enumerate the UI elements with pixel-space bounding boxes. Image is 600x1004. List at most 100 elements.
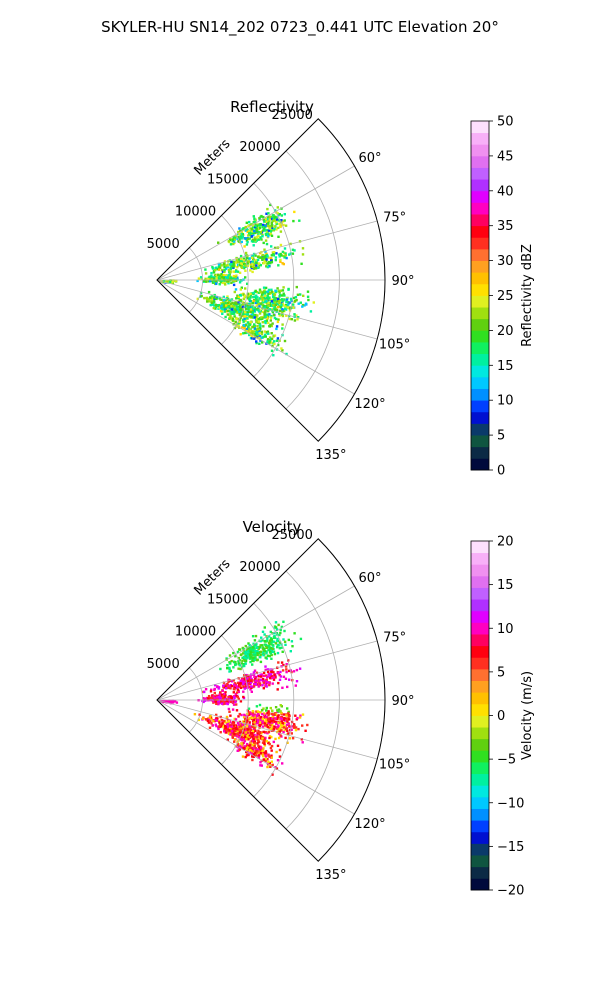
data-pixel: [267, 288, 271, 292]
data-pixel: [264, 315, 267, 318]
data-pixel: [253, 721, 256, 724]
range-tick-label: 25000: [272, 528, 313, 543]
data-pixel: [276, 709, 279, 712]
data-pixel: [249, 294, 252, 297]
data-pixel: [264, 309, 267, 312]
data-pixel: [302, 294, 305, 297]
data-pixel: [239, 316, 242, 320]
data-pixel: [222, 262, 226, 265]
data-pixel: [274, 717, 277, 720]
data-pixel: [223, 702, 226, 705]
data-pixel: [247, 718, 251, 721]
data-pixel: [274, 221, 278, 224]
data-pixel: [251, 679, 254, 682]
data-pixel: [282, 309, 285, 313]
data-pixel: [209, 303, 212, 307]
data-pixel: [261, 235, 264, 238]
data-pixel: [265, 652, 268, 655]
data-pixel: [253, 717, 257, 720]
data-pixel: [250, 231, 253, 234]
data-pixel: [253, 647, 256, 650]
colorbar-swatch: [471, 214, 489, 227]
data-pixel: [283, 339, 287, 343]
data-pixel: [258, 224, 261, 227]
data-pixel: [265, 706, 268, 710]
data-pixel: [238, 271, 242, 274]
data-pixel: [241, 312, 245, 316]
data-pixel: [250, 690, 253, 693]
data-pixel: [269, 673, 273, 676]
data-pixel: [273, 227, 276, 231]
data-pixel: [285, 668, 288, 671]
data-pixel: [259, 639, 262, 643]
data-pixel: [267, 297, 270, 301]
data-pixel: [259, 656, 262, 659]
data-pixel: [258, 305, 261, 308]
data-pixel: [249, 749, 252, 752]
data-pixel: [240, 307, 243, 310]
data-pixel: [257, 740, 261, 744]
data-pixel: [252, 230, 256, 233]
data-pixel: [255, 294, 258, 297]
data-pixel: [266, 340, 269, 343]
data-pixel: [260, 214, 263, 218]
azimuth-gridline: [156, 640, 378, 701]
data-pixel: [256, 742, 259, 745]
data-pixel: [256, 335, 259, 339]
data-pixel: [241, 755, 245, 758]
data-pixel: [269, 630, 272, 634]
data-pixel: [273, 342, 276, 346]
data-pixel: [278, 673, 281, 677]
data-pixel: [275, 218, 279, 221]
data-pixel: [222, 276, 225, 279]
range-tick-label: 15000: [207, 172, 248, 187]
data-pixel: [253, 682, 256, 686]
data-pixel: [281, 313, 284, 316]
data-pixel: [251, 230, 254, 233]
data-pixel: [234, 663, 238, 666]
data-pixel: [227, 282, 230, 285]
data-pixel: [290, 728, 293, 731]
data-pixel: [215, 724, 218, 728]
data-pixel: [206, 300, 209, 303]
data-pixel: [252, 291, 255, 295]
data-pixel: [267, 714, 270, 717]
data-pixel: [267, 219, 271, 223]
data-pixel: [284, 643, 287, 646]
data-pixel: [224, 724, 227, 728]
data-pixel: [231, 708, 235, 711]
data-pixel: [248, 298, 251, 301]
data-pixel: [268, 735, 272, 738]
data-pixel: [282, 663, 285, 667]
data-pixel: [210, 688, 213, 691]
data-pixel: [253, 238, 257, 241]
data-pixel: [259, 236, 262, 239]
data-pixel: [250, 728, 253, 732]
data-pixel: [237, 683, 241, 686]
data-pixel: [238, 659, 241, 662]
data-pixel: [235, 691, 239, 694]
data-pixel: [239, 288, 242, 291]
data-pixel: [258, 721, 262, 724]
data-pixel: [254, 289, 257, 293]
data-pixel: [254, 653, 257, 657]
data-pixel: [247, 309, 251, 312]
data-pixel: [291, 252, 295, 255]
data-pixel: [254, 297, 258, 300]
data-pixel: [260, 675, 263, 678]
data-pixel: [266, 295, 270, 299]
data-pixel: [221, 312, 224, 315]
data-pixel: [240, 230, 243, 234]
data-pixel: [281, 669, 285, 672]
data-pixel: [254, 333, 257, 336]
data-pixel: [217, 699, 221, 703]
data-pixel: [232, 277, 235, 280]
sector-outline: [156, 538, 386, 862]
data-pixel: [214, 684, 217, 687]
data-pixel: [267, 710, 270, 713]
data-pixel: [233, 315, 236, 318]
data-pixel: [226, 724, 229, 727]
data-pixel: [228, 670, 231, 673]
data-pixel: [293, 632, 296, 635]
